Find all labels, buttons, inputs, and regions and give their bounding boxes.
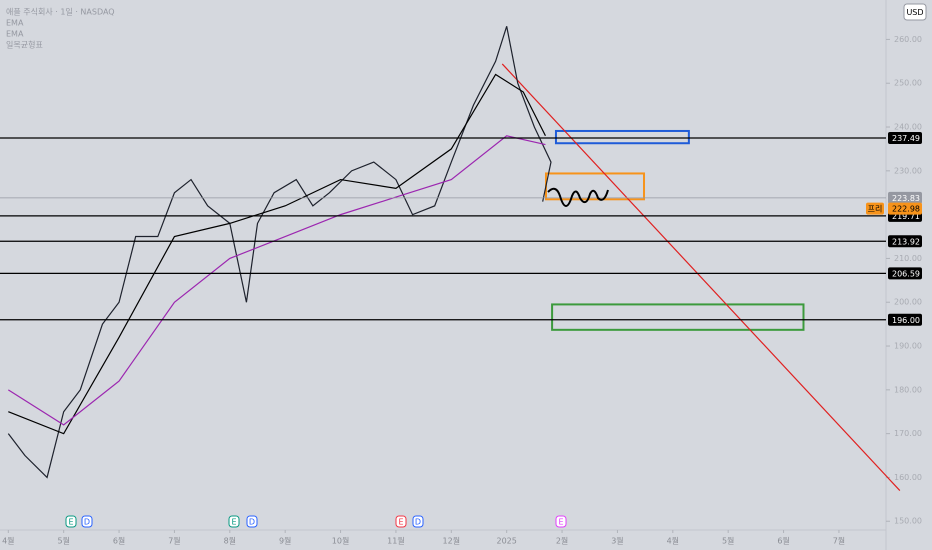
level-label: 213.92 [892, 237, 920, 246]
event-icon [65, 515, 77, 528]
event-label: D [84, 518, 90, 527]
event-icon [81, 515, 93, 528]
y-tick-label: 230.00 [894, 166, 922, 175]
y-tick-label: 210.00 [894, 254, 922, 263]
level-label: 196.00 [892, 316, 920, 325]
level-tag [888, 132, 922, 145]
zone-box [551, 303, 805, 331]
event-label: E [558, 518, 563, 527]
level-label: 206.59 [892, 269, 920, 278]
x-tick-label: 7월 [833, 536, 845, 546]
legend-entry: 애플 주식회사 · 1일 · NASDAQ [6, 8, 115, 17]
y-tick-label: 250.00 [894, 79, 922, 88]
x-tick-label: 4월 [2, 536, 14, 546]
price-tag-prefix-box [866, 202, 884, 215]
x-tick-label: 3월 [611, 536, 623, 546]
trendline [501, 63, 901, 491]
price-tag-value: 222.98 [892, 205, 920, 214]
legend-entry: EMA [6, 19, 24, 28]
y-tick-label: 260.00 [894, 35, 922, 44]
y-tick-label: 150.00 [894, 517, 922, 526]
event-icon [555, 515, 567, 528]
x-tick-label: 2025 [497, 537, 517, 546]
x-tick-label: 4월 [667, 536, 679, 546]
price-tag-prefix: 프리 [868, 205, 883, 214]
zone-box [554, 129, 690, 145]
y-tick-label: 160.00 [894, 473, 922, 482]
y-tick-label: 240.00 [894, 123, 922, 132]
event-icon [228, 515, 240, 528]
hand-drawing [547, 187, 609, 207]
level-label: 219.71 [892, 212, 920, 221]
event-label: E [231, 518, 236, 527]
event-icon [395, 515, 407, 528]
x-tick-label: 10월 [332, 536, 350, 546]
currency-label[interactable]: USD [906, 8, 923, 17]
y-tick-label: 180.00 [894, 385, 922, 394]
x-tick-label: 9월 [279, 536, 291, 546]
level-tag [888, 267, 922, 280]
event-label: E [398, 518, 403, 527]
level-tag [888, 313, 922, 326]
event-label: D [415, 518, 421, 527]
x-tick-label: 8월 [224, 536, 236, 546]
x-tick-label: 5월 [57, 536, 69, 546]
series-line [7, 26, 552, 479]
legend-entry: EMA [6, 30, 24, 39]
legend-entry: 일목균형표 [6, 41, 43, 50]
x-tick-label: 7월 [168, 536, 180, 546]
event-label: D [249, 518, 255, 527]
x-tick-label: 11월 [387, 536, 405, 546]
event-icon [246, 515, 258, 528]
x-tick-label: 5월 [722, 536, 734, 546]
y-tick-label: 200.00 [894, 298, 922, 307]
y-tick-label: 170.00 [894, 429, 922, 438]
series-line [8, 73, 546, 435]
x-tick-label: 6월 [113, 536, 125, 546]
price-tag-box [888, 202, 922, 215]
currency-button[interactable] [903, 3, 927, 21]
level-label: 237.49 [892, 134, 920, 143]
event-label: E [68, 518, 73, 527]
level-label: 223.83 [892, 194, 920, 203]
x-tick-label: 6월 [777, 536, 789, 546]
level-tag [888, 191, 922, 204]
series-line [7, 135, 546, 426]
x-tick-label: 12월 [443, 536, 461, 546]
x-tick-label: 2월 [556, 536, 568, 546]
level-tag [888, 235, 922, 248]
y-tick-label: 190.00 [894, 342, 922, 351]
event-icon [412, 515, 424, 528]
